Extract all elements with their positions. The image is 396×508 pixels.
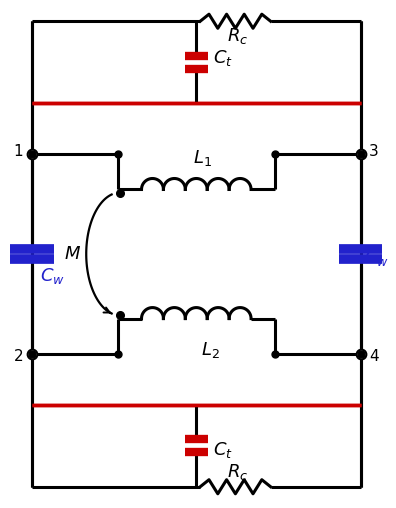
Text: 1: 1 xyxy=(14,144,23,158)
Text: $L_1$: $L_1$ xyxy=(193,148,211,168)
Text: $M$: $M$ xyxy=(64,245,81,263)
Text: 2: 2 xyxy=(14,350,23,364)
Text: $C_w$: $C_w$ xyxy=(40,266,65,285)
Text: 4: 4 xyxy=(369,350,379,364)
Text: 3: 3 xyxy=(369,144,379,158)
Text: $R_c$: $R_c$ xyxy=(227,26,248,46)
Text: $R_c$: $R_c$ xyxy=(227,462,248,482)
Text: $L_2$: $L_2$ xyxy=(201,340,219,360)
Text: $C_t$: $C_t$ xyxy=(213,439,232,460)
Text: $C_t$: $C_t$ xyxy=(213,48,232,69)
Text: $C_w$: $C_w$ xyxy=(364,248,389,268)
